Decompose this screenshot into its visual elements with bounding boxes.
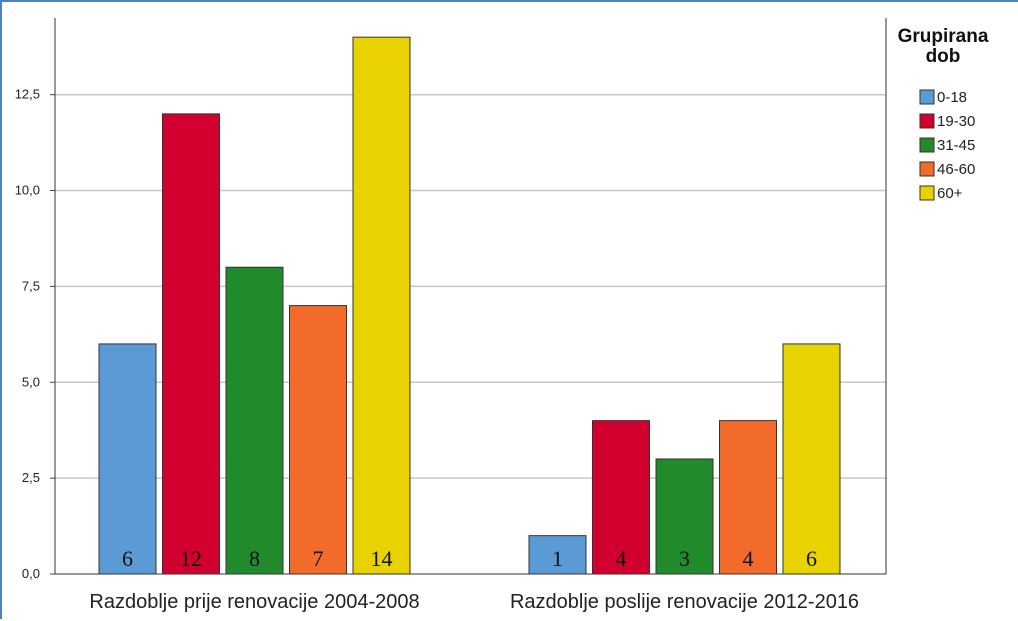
data-label: 7 [313, 546, 324, 571]
bar-0-18 [98, 343, 157, 575]
legend-label: 0-18 [937, 89, 967, 106]
bar-60+ [352, 36, 411, 575]
bar-31-45 [655, 458, 714, 575]
legend-swatch [919, 113, 935, 129]
y-tick-label: 0,0 [22, 566, 40, 581]
legend-label: 46-60 [937, 161, 975, 178]
bar-19-30 [162, 113, 220, 575]
data-label: 14 [371, 546, 393, 571]
legend-swatch [919, 161, 935, 177]
x-category-label: Razdoblje poslije renovacije 2012-2016 [510, 591, 859, 613]
legend-label: 19-30 [937, 113, 975, 130]
y-tick-label: 7,5 [22, 278, 40, 293]
data-label: 4 [743, 546, 754, 571]
y-axis: 0,0 2,5 5,0 7,5 10,0 12,5 [15, 18, 887, 581]
bar-60+ [782, 343, 841, 575]
bar-0-18 [528, 535, 587, 575]
legend-title: Grupirana [898, 26, 989, 47]
y-tick-label: 10,0 [15, 183, 40, 198]
bar-31-45 [225, 266, 284, 575]
data-label: 8 [249, 546, 260, 571]
y-tick-label: 2,5 [22, 470, 40, 485]
data-labels: 6 12 8 7 14 1 4 3 4 6 [122, 546, 817, 571]
bars [98, 36, 841, 575]
data-label: 6 [122, 546, 133, 571]
y-tick-label: 12,5 [15, 87, 40, 102]
legend-title: dob [926, 46, 961, 67]
bar-19-30 [592, 420, 650, 575]
data-label: 1 [552, 546, 563, 571]
legend-swatch [919, 185, 935, 201]
x-category-label: Razdoblje prije renovacije 2004-2008 [89, 591, 419, 613]
legend-swatch [919, 89, 935, 105]
legend-label: 31-45 [937, 137, 975, 154]
x-axis: Razdoblje prije renovacije 2004-2008 Razd… [55, 573, 886, 613]
legend-label: 60+ [937, 185, 963, 202]
y-tick-label: 5,0 [22, 374, 40, 389]
bar-46-60 [719, 420, 777, 575]
data-label: 12 [180, 546, 202, 571]
data-label: 6 [806, 546, 817, 571]
legend-swatch [919, 137, 935, 153]
bar-46-60 [289, 305, 347, 575]
data-label: 3 [679, 546, 690, 571]
data-label: 4 [616, 546, 627, 571]
